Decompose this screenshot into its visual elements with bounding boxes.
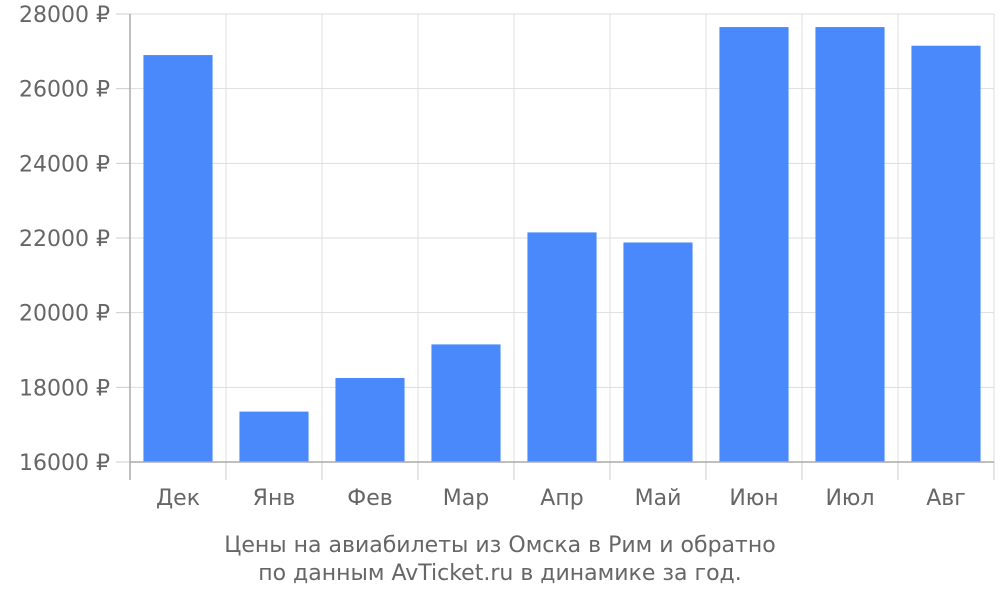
- y-tick-label: 28000 ₽: [19, 3, 110, 28]
- x-tick-label: Янв: [253, 486, 296, 511]
- bar-Янв: [239, 411, 309, 462]
- x-tick-label: Фев: [347, 486, 392, 511]
- y-tick-label: 20000 ₽: [19, 302, 110, 327]
- bar-Май: [623, 242, 693, 462]
- bar-Мар: [431, 344, 501, 462]
- axes: [116, 13, 995, 480]
- x-tick-label: Мар: [443, 486, 489, 511]
- bars: [143, 27, 981, 463]
- bar-Фев: [335, 378, 405, 462]
- caption-line-2: по данным AvTicket.ru в динамике за год.: [258, 561, 742, 586]
- bar-Дек: [143, 55, 213, 463]
- caption-line-1: Цены на авиабилеты из Омска в Рим и обра…: [224, 533, 776, 558]
- y-tick-label: 22000 ₽: [19, 227, 110, 252]
- chart-caption: Цены на авиабилеты из Омска в Рим и обра…: [0, 532, 1000, 588]
- y-tick-label: 16000 ₽: [19, 451, 110, 476]
- y-tick-label: 18000 ₽: [19, 376, 110, 401]
- x-tick-label: Июл: [825, 486, 874, 511]
- y-tick-label: 24000 ₽: [19, 152, 110, 177]
- x-tick-label: Дек: [156, 486, 200, 511]
- bar-Авг: [911, 45, 981, 462]
- x-tick-label: Май: [635, 486, 682, 511]
- bar-Июн: [719, 27, 789, 463]
- tick-labels: 16000 ₽ 18000 ₽ 20000 ₽ 22000 ₽ 24000 ₽ 26000…: [19, 3, 966, 511]
- x-tick-label: Апр: [540, 486, 583, 511]
- y-tick-label: 26000 ₽: [19, 78, 110, 103]
- grid-lines: [130, 13, 995, 463]
- x-tick-label: Июн: [729, 486, 778, 511]
- bar-Апр: [527, 232, 597, 462]
- bar-Июл: [815, 27, 885, 463]
- x-tick-label: Авг: [926, 486, 966, 511]
